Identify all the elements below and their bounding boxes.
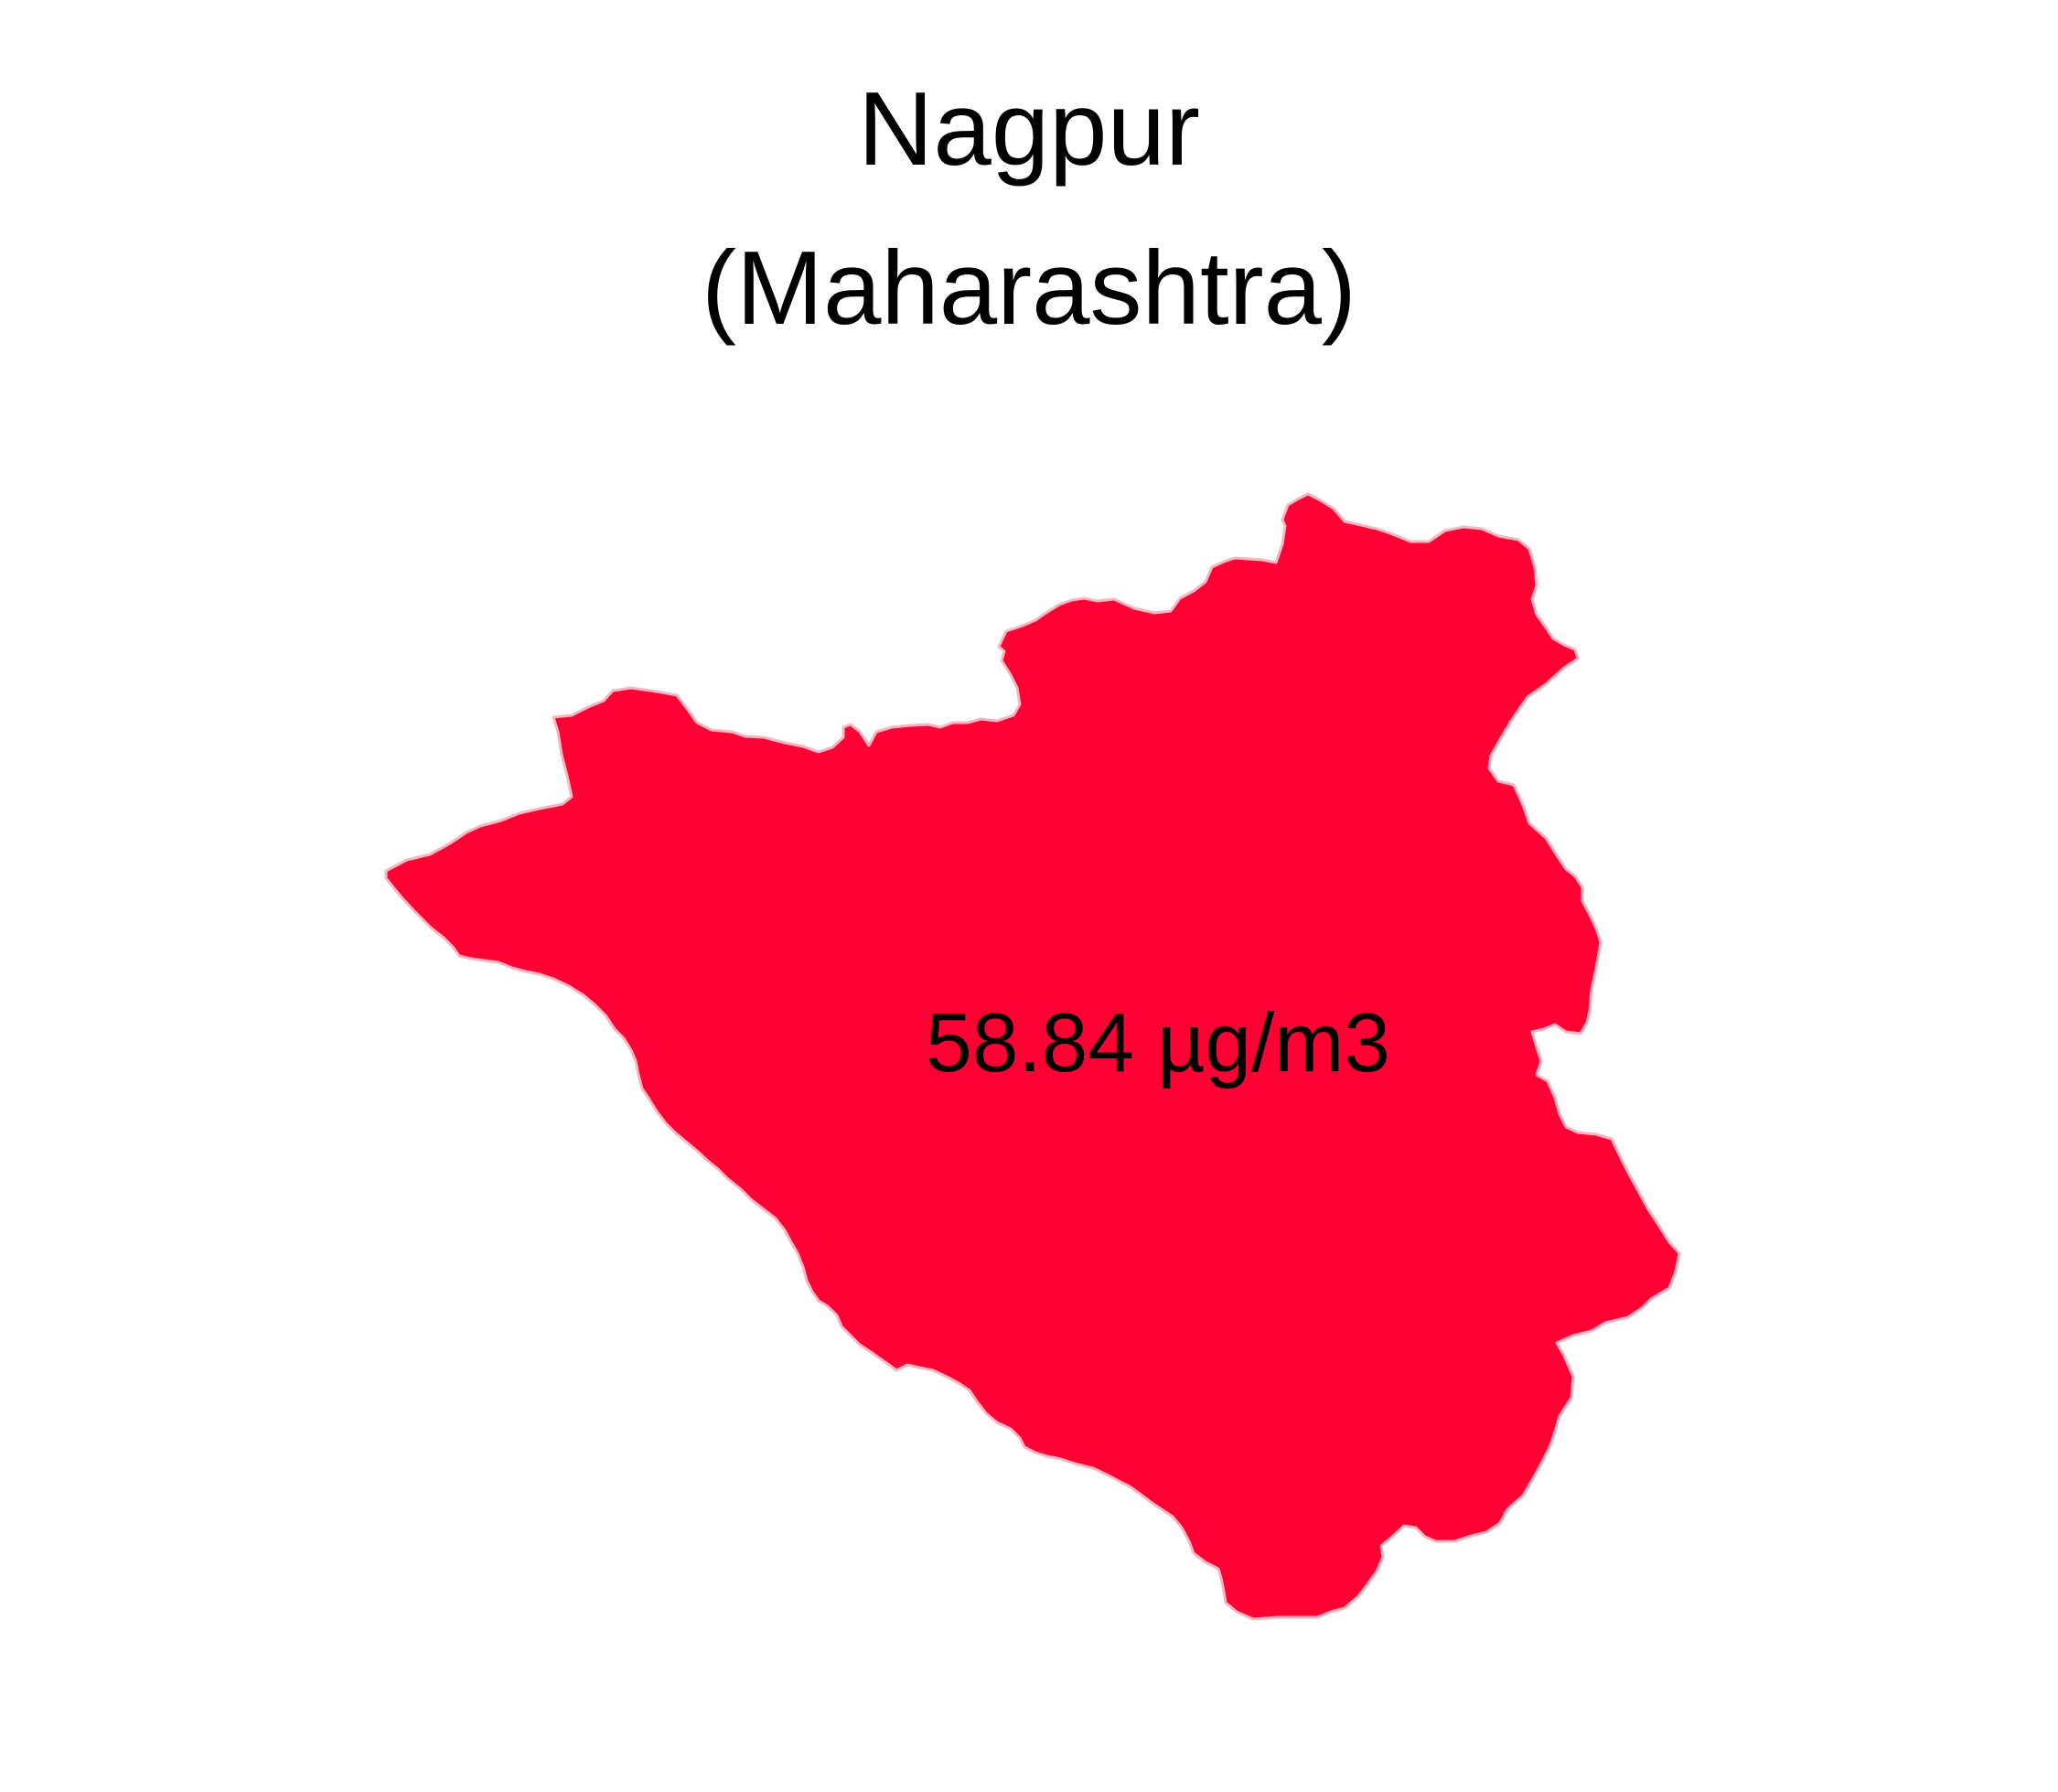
state-name: (Maharashtra) <box>702 231 1356 347</box>
nagpur-district-region <box>384 492 1681 1621</box>
map-title: Nagpur (Maharashtra) <box>0 50 2058 369</box>
district-name: Nagpur <box>858 71 1200 188</box>
region-value-label: 58.84 µg/m3 <box>926 997 1390 1089</box>
